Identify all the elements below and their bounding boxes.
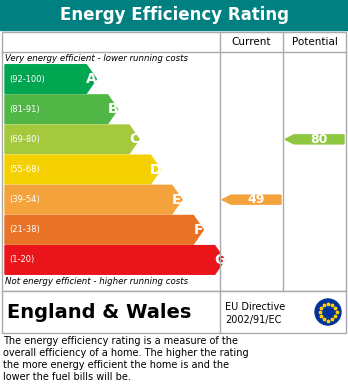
Polygon shape	[5, 246, 225, 274]
Text: Energy Efficiency Rating: Energy Efficiency Rating	[60, 6, 288, 24]
Text: A: A	[86, 72, 97, 86]
Circle shape	[315, 299, 341, 325]
Text: C: C	[129, 133, 139, 146]
Text: 2002/91/EC: 2002/91/EC	[225, 315, 282, 325]
Text: the more energy efficient the home is and the: the more energy efficient the home is an…	[3, 360, 229, 370]
Text: (21-38): (21-38)	[9, 225, 40, 234]
Text: EU Directive: EU Directive	[225, 302, 285, 312]
Text: (69-80): (69-80)	[9, 135, 40, 144]
Text: Not energy efficient - higher running costs: Not energy efficient - higher running co…	[5, 277, 188, 286]
Text: 49: 49	[247, 193, 265, 206]
Text: (55-68): (55-68)	[9, 165, 40, 174]
Bar	[0, 0, 348, 30]
Text: D: D	[150, 163, 161, 176]
Text: (39-54): (39-54)	[9, 195, 40, 204]
Text: E: E	[172, 193, 182, 206]
Text: England & Wales: England & Wales	[7, 303, 191, 321]
Text: B: B	[108, 102, 118, 116]
Polygon shape	[5, 65, 96, 93]
Polygon shape	[5, 215, 203, 244]
Text: G: G	[214, 253, 226, 267]
Text: Very energy efficient - lower running costs: Very energy efficient - lower running co…	[5, 54, 188, 63]
Text: The energy efficiency rating is a measure of the: The energy efficiency rating is a measur…	[3, 336, 238, 346]
Bar	[2, 32, 346, 291]
Text: lower the fuel bills will be.: lower the fuel bills will be.	[3, 372, 131, 382]
Bar	[2, 291, 346, 333]
Text: overall efficiency of a home. The higher the rating: overall efficiency of a home. The higher…	[3, 348, 248, 358]
Polygon shape	[5, 95, 118, 124]
Text: 80: 80	[310, 133, 328, 146]
Polygon shape	[222, 195, 281, 204]
Text: (92-100): (92-100)	[9, 75, 45, 84]
Text: Current: Current	[232, 37, 271, 47]
Polygon shape	[5, 185, 182, 214]
Text: (1-20): (1-20)	[9, 255, 34, 264]
Polygon shape	[285, 135, 344, 144]
Text: Potential: Potential	[292, 37, 338, 47]
Text: F: F	[193, 223, 203, 237]
Polygon shape	[5, 155, 160, 184]
Text: (81-91): (81-91)	[9, 105, 40, 114]
Polygon shape	[5, 125, 139, 154]
